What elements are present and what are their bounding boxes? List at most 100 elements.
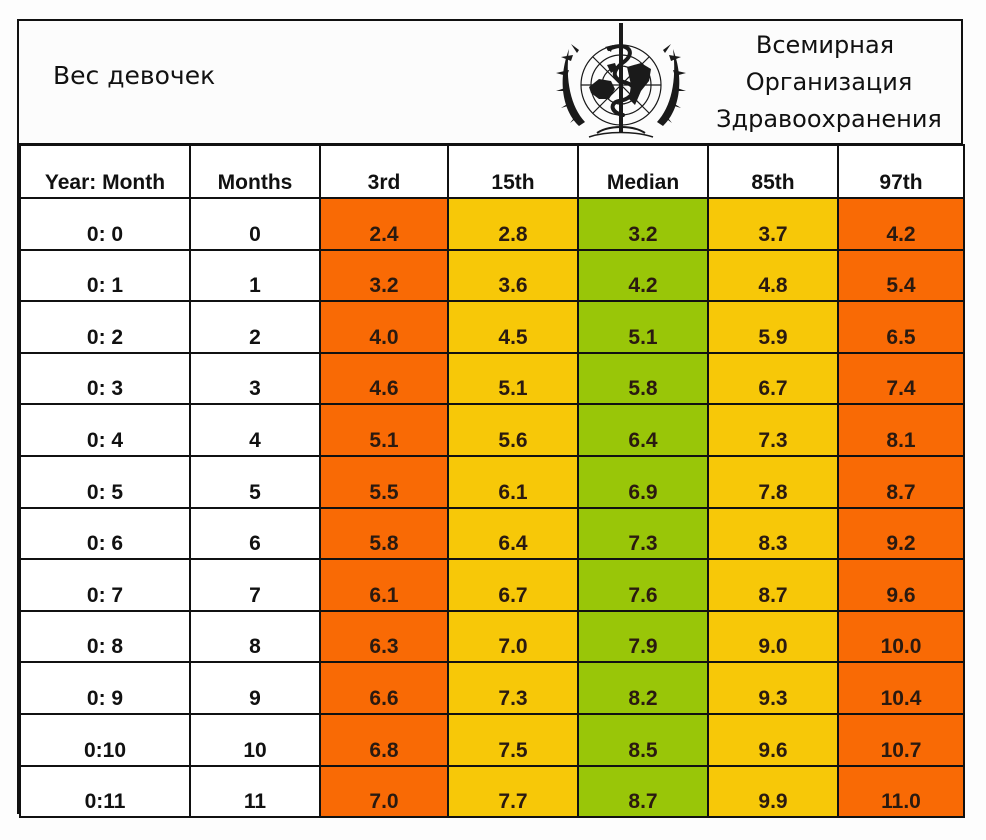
cell-p85: 9.3 [707,661,839,715]
table-row: 0: 8 8 6.3 7.0 7.9 9.0 10.0 [19,609,965,664]
cell-p97: 8.7 [837,454,965,509]
cell-months: 2 [189,300,321,354]
cell-year-month: 0: 7 [19,558,191,612]
cell-p3: 4.6 [319,351,449,406]
cell-months: 9 [189,661,321,715]
table-row: 0: 2 2 4.0 4.5 5.1 5.9 6.5 [19,300,965,354]
cell-median: 8.2 [577,661,709,715]
table-row: 0:11 11 7.0 7.7 8.7 9.9 11.0 [19,764,965,819]
table-row: 0: 9 9 6.6 7.3 8.2 9.3 10.4 [19,661,965,715]
cell-p85: 6.7 [707,351,839,406]
cell-months: 8 [189,609,321,664]
cell-year-month: 0: 3 [19,351,191,406]
cell-months: 10 [189,712,321,767]
cell-p3: 7.0 [319,764,449,819]
cell-p15: 7.7 [447,764,579,819]
cell-p85: 4.8 [707,248,839,303]
cell-p97: 9.2 [837,506,965,561]
org-name-line-2: Организация [745,68,913,96]
cell-p15: 6.7 [447,558,579,612]
header-months: Months [189,144,321,199]
cell-p15: 2.8 [447,197,579,251]
cell-p85: 9.0 [707,609,839,664]
cell-median: 3.2 [577,197,709,251]
cell-median: 5.1 [577,300,709,354]
table-row: 0:10 10 6.8 7.5 8.5 9.6 10.7 [19,712,965,767]
cell-p15: 6.1 [447,454,579,509]
cell-p85: 9.6 [707,712,839,767]
weight-percentile-table: Year: Month Months 3rd 15th Median 85th … [19,144,965,819]
cell-p15: 7.3 [447,661,579,715]
cell-median: 8.5 [577,712,709,767]
cell-year-month: 0: 8 [19,609,191,664]
cell-months: 3 [189,351,321,406]
header-p85: 85th [707,144,839,199]
header-p3: 3rd [319,144,449,199]
cell-p15: 3.6 [447,248,579,303]
cell-year-month: 0:10 [19,712,191,767]
cell-p85: 7.3 [707,403,839,457]
cell-year-month: 0: 9 [19,661,191,715]
cell-p3: 6.3 [319,609,449,664]
cell-p15: 5.6 [447,403,579,457]
table-row: 0: 7 7 6.1 6.7 7.6 8.7 9.6 [19,558,965,612]
cell-year-month: 0: 4 [19,403,191,457]
cell-p85: 8.7 [707,558,839,612]
table-row: 0: 5 5 5.5 6.1 6.9 7.8 8.7 [19,454,965,509]
cell-months: 0 [189,197,321,251]
cell-median: 8.7 [577,764,709,819]
cell-p97: 6.5 [837,300,965,354]
who-emblem-icon [556,23,686,138]
cell-months: 7 [189,558,321,612]
table-row: 0: 3 3 4.6 5.1 5.8 6.7 7.4 [19,351,965,406]
cell-median: 7.9 [577,609,709,664]
cell-p97: 11.0 [837,764,965,819]
cell-p3: 6.6 [319,661,449,715]
cell-months: 1 [189,248,321,303]
cell-year-month: 0: 2 [19,300,191,354]
header-banner: Вес девочек [19,21,961,145]
cell-months: 5 [189,454,321,509]
organization-name: Всемирная Организация Здравоохранения [695,27,955,138]
cell-p97: 8.1 [837,403,965,457]
page-title: Вес девочек [53,61,216,90]
cell-p3: 6.8 [319,712,449,767]
cell-p3: 4.0 [319,300,449,354]
cell-p97: 10.7 [837,712,965,767]
growth-chart-sheet: Вес девочек [17,19,965,819]
cell-year-month: 0:11 [19,764,191,819]
cell-median: 6.4 [577,403,709,457]
cell-year-month: 0: 0 [19,197,191,251]
table-row: 0: 6 6 5.8 6.4 7.3 8.3 9.2 [19,506,965,561]
cell-p15: 4.5 [447,300,579,354]
cell-p3: 2.4 [319,197,449,251]
cell-p85: 7.8 [707,454,839,509]
cell-p97: 5.4 [837,248,965,303]
header-year-month: Year: Month [19,144,191,199]
cell-p85: 8.3 [707,506,839,561]
cell-months: 6 [189,506,321,561]
header-p15: 15th [447,144,579,199]
table-row: 0: 0 0 2.4 2.8 3.2 3.7 4.2 [19,197,965,251]
table-row: 0: 4 4 5.1 5.6 6.4 7.3 8.1 [19,403,965,457]
cell-p3: 6.1 [319,558,449,612]
cell-p15: 7.0 [447,609,579,664]
cell-p97: 10.4 [837,661,965,715]
cell-median: 6.9 [577,454,709,509]
cell-p3: 3.2 [319,248,449,303]
cell-median: 5.8 [577,351,709,406]
cell-p85: 9.9 [707,764,839,819]
cell-year-month: 0: 5 [19,454,191,509]
cell-p3: 5.1 [319,403,449,457]
table-header-row: Year: Month Months 3rd 15th Median 85th … [19,144,965,199]
cell-p85: 5.9 [707,300,839,354]
cell-p97: 9.6 [837,558,965,612]
cell-p97: 7.4 [837,351,965,406]
cell-p15: 5.1 [447,351,579,406]
cell-year-month: 0: 1 [19,248,191,303]
cell-p3: 5.5 [319,454,449,509]
org-name-line-3: Здравоохранения [716,105,942,133]
header-median: Median [577,144,709,199]
cell-p97: 4.2 [837,197,965,251]
cell-p85: 3.7 [707,197,839,251]
